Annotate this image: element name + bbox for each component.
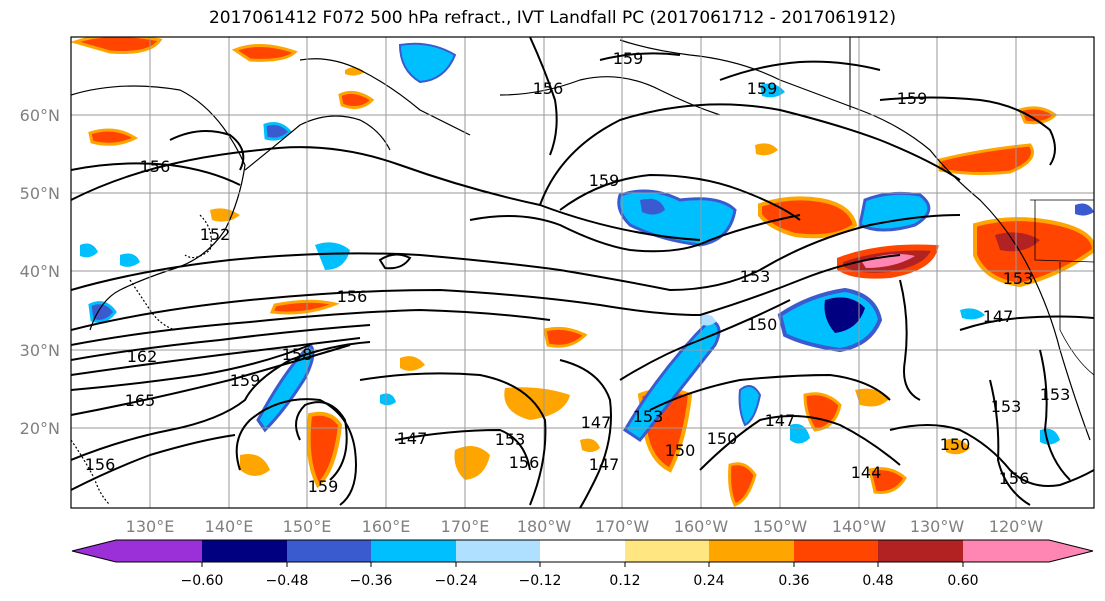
colorbar-segment — [456, 540, 540, 562]
colorbar-segment — [963, 540, 1049, 562]
lat-label: 30°N — [20, 341, 60, 360]
contour-label: 156 — [85, 455, 116, 474]
colorbar-segment — [625, 540, 709, 562]
contour-label: 156 — [140, 157, 171, 176]
colorbar-segment — [540, 540, 625, 562]
colorbar-segment — [287, 540, 371, 562]
contour-label: 156 — [509, 453, 540, 472]
contour-label: 152 — [200, 225, 231, 244]
contour-label: 147 — [397, 429, 428, 448]
colorbar-segment — [371, 540, 456, 562]
contour-label: 159 — [230, 371, 261, 390]
height-contours — [71, 37, 1094, 508]
lon-label: 160°E — [362, 517, 411, 536]
map-plot-area: 156 159 159 159 159 156 153 150 152 162 … — [71, 37, 1094, 508]
lat-label: 60°N — [20, 106, 60, 125]
contour-label: 153 — [495, 430, 526, 449]
contour-label: 147 — [589, 455, 620, 474]
lat-label: 40°N — [20, 262, 60, 281]
contour-label: 159 — [308, 477, 339, 496]
shaded-anomalies — [71, 37, 1094, 507]
contour-label: 150 — [940, 435, 971, 454]
colorbar-tick-label: 0.48 — [862, 573, 893, 589]
colorbar-tick-label: −0.36 — [350, 573, 393, 589]
contour-label: 158 — [282, 345, 313, 364]
contour-label: 162 — [127, 347, 158, 366]
lon-label: 170°W — [595, 517, 650, 536]
lon-label: 150°W — [753, 517, 808, 536]
contour-label: 153 — [991, 397, 1022, 416]
colorbar-tick-label: −0.48 — [266, 573, 309, 589]
lon-label: 140°W — [832, 517, 887, 536]
colorbar-tick-label: −0.24 — [435, 573, 478, 589]
lon-label: 160°W — [674, 517, 729, 536]
lon-label: 180°W — [517, 517, 572, 536]
latitude-labels: 60°N 50°N 40°N 30°N 20°N — [20, 106, 60, 438]
colorbar-tick-label: 0.12 — [609, 573, 640, 589]
contour-label: 159 — [897, 89, 928, 108]
contour-label: 165 — [125, 391, 156, 410]
lon-label: 130°W — [910, 517, 965, 536]
colorbar-tick-label: 0.60 — [947, 573, 978, 589]
colorbar: −0.60 −0.48 −0.36 −0.24 −0.12 0.12 0.24 … — [71, 539, 1094, 589]
contour-label: 150 — [707, 429, 738, 448]
contour-label: 147 — [581, 413, 612, 432]
contour-label: 150 — [665, 441, 696, 460]
lat-label: 50°N — [20, 184, 60, 203]
contour-label: 156 — [999, 469, 1030, 488]
contour-labels: 156 159 159 159 159 156 153 150 152 162 … — [85, 49, 1071, 496]
map-title: 2017061412 F072 500 hPa refract., IVT La… — [208, 8, 896, 28]
colorbar-tick-label: 0.36 — [778, 573, 809, 589]
lon-label: 170°E — [441, 517, 490, 536]
colorbar-segment — [709, 540, 794, 562]
colorbar-segment — [202, 540, 287, 562]
colorbar-segment — [794, 540, 878, 562]
longitude-labels: 130°E 140°E 150°E 160°E 170°E 180°W 170°… — [126, 517, 1044, 536]
contour-label: 150 — [747, 315, 778, 334]
map-frame — [70, 36, 1095, 509]
contour-label: 147 — [765, 411, 796, 430]
contour-label: 153 — [1040, 385, 1071, 404]
colorbar-segment — [1049, 540, 1093, 562]
lon-label: 150°E — [283, 517, 332, 536]
colorbar-segment — [72, 540, 116, 562]
colorbar-tick-label: 0.24 — [693, 573, 724, 589]
contour-label: 159 — [613, 49, 644, 68]
contour-label: 159 — [589, 171, 620, 190]
contour-label: 153 — [633, 407, 664, 426]
lon-label: 130°E — [126, 517, 175, 536]
colorbar-outline — [71, 539, 1094, 563]
colorbar-tick-label: −0.60 — [181, 573, 224, 589]
contour-label: 156 — [533, 79, 564, 98]
colorbar-segment — [116, 540, 202, 562]
contour-label: 153 — [1003, 269, 1034, 288]
gridlines — [71, 37, 1094, 508]
contour-label: 147 — [983, 307, 1014, 326]
contour-label: 153 — [740, 267, 771, 286]
contour-label: 156 — [337, 287, 368, 306]
lon-label: 120°W — [989, 517, 1044, 536]
lon-label: 140°E — [205, 517, 254, 536]
lat-label: 20°N — [20, 419, 60, 438]
contour-label: 144 — [851, 463, 882, 482]
contour-label: 159 — [747, 79, 778, 98]
colorbar-segment — [878, 540, 963, 562]
colorbar-tick-label: −0.12 — [519, 573, 562, 589]
